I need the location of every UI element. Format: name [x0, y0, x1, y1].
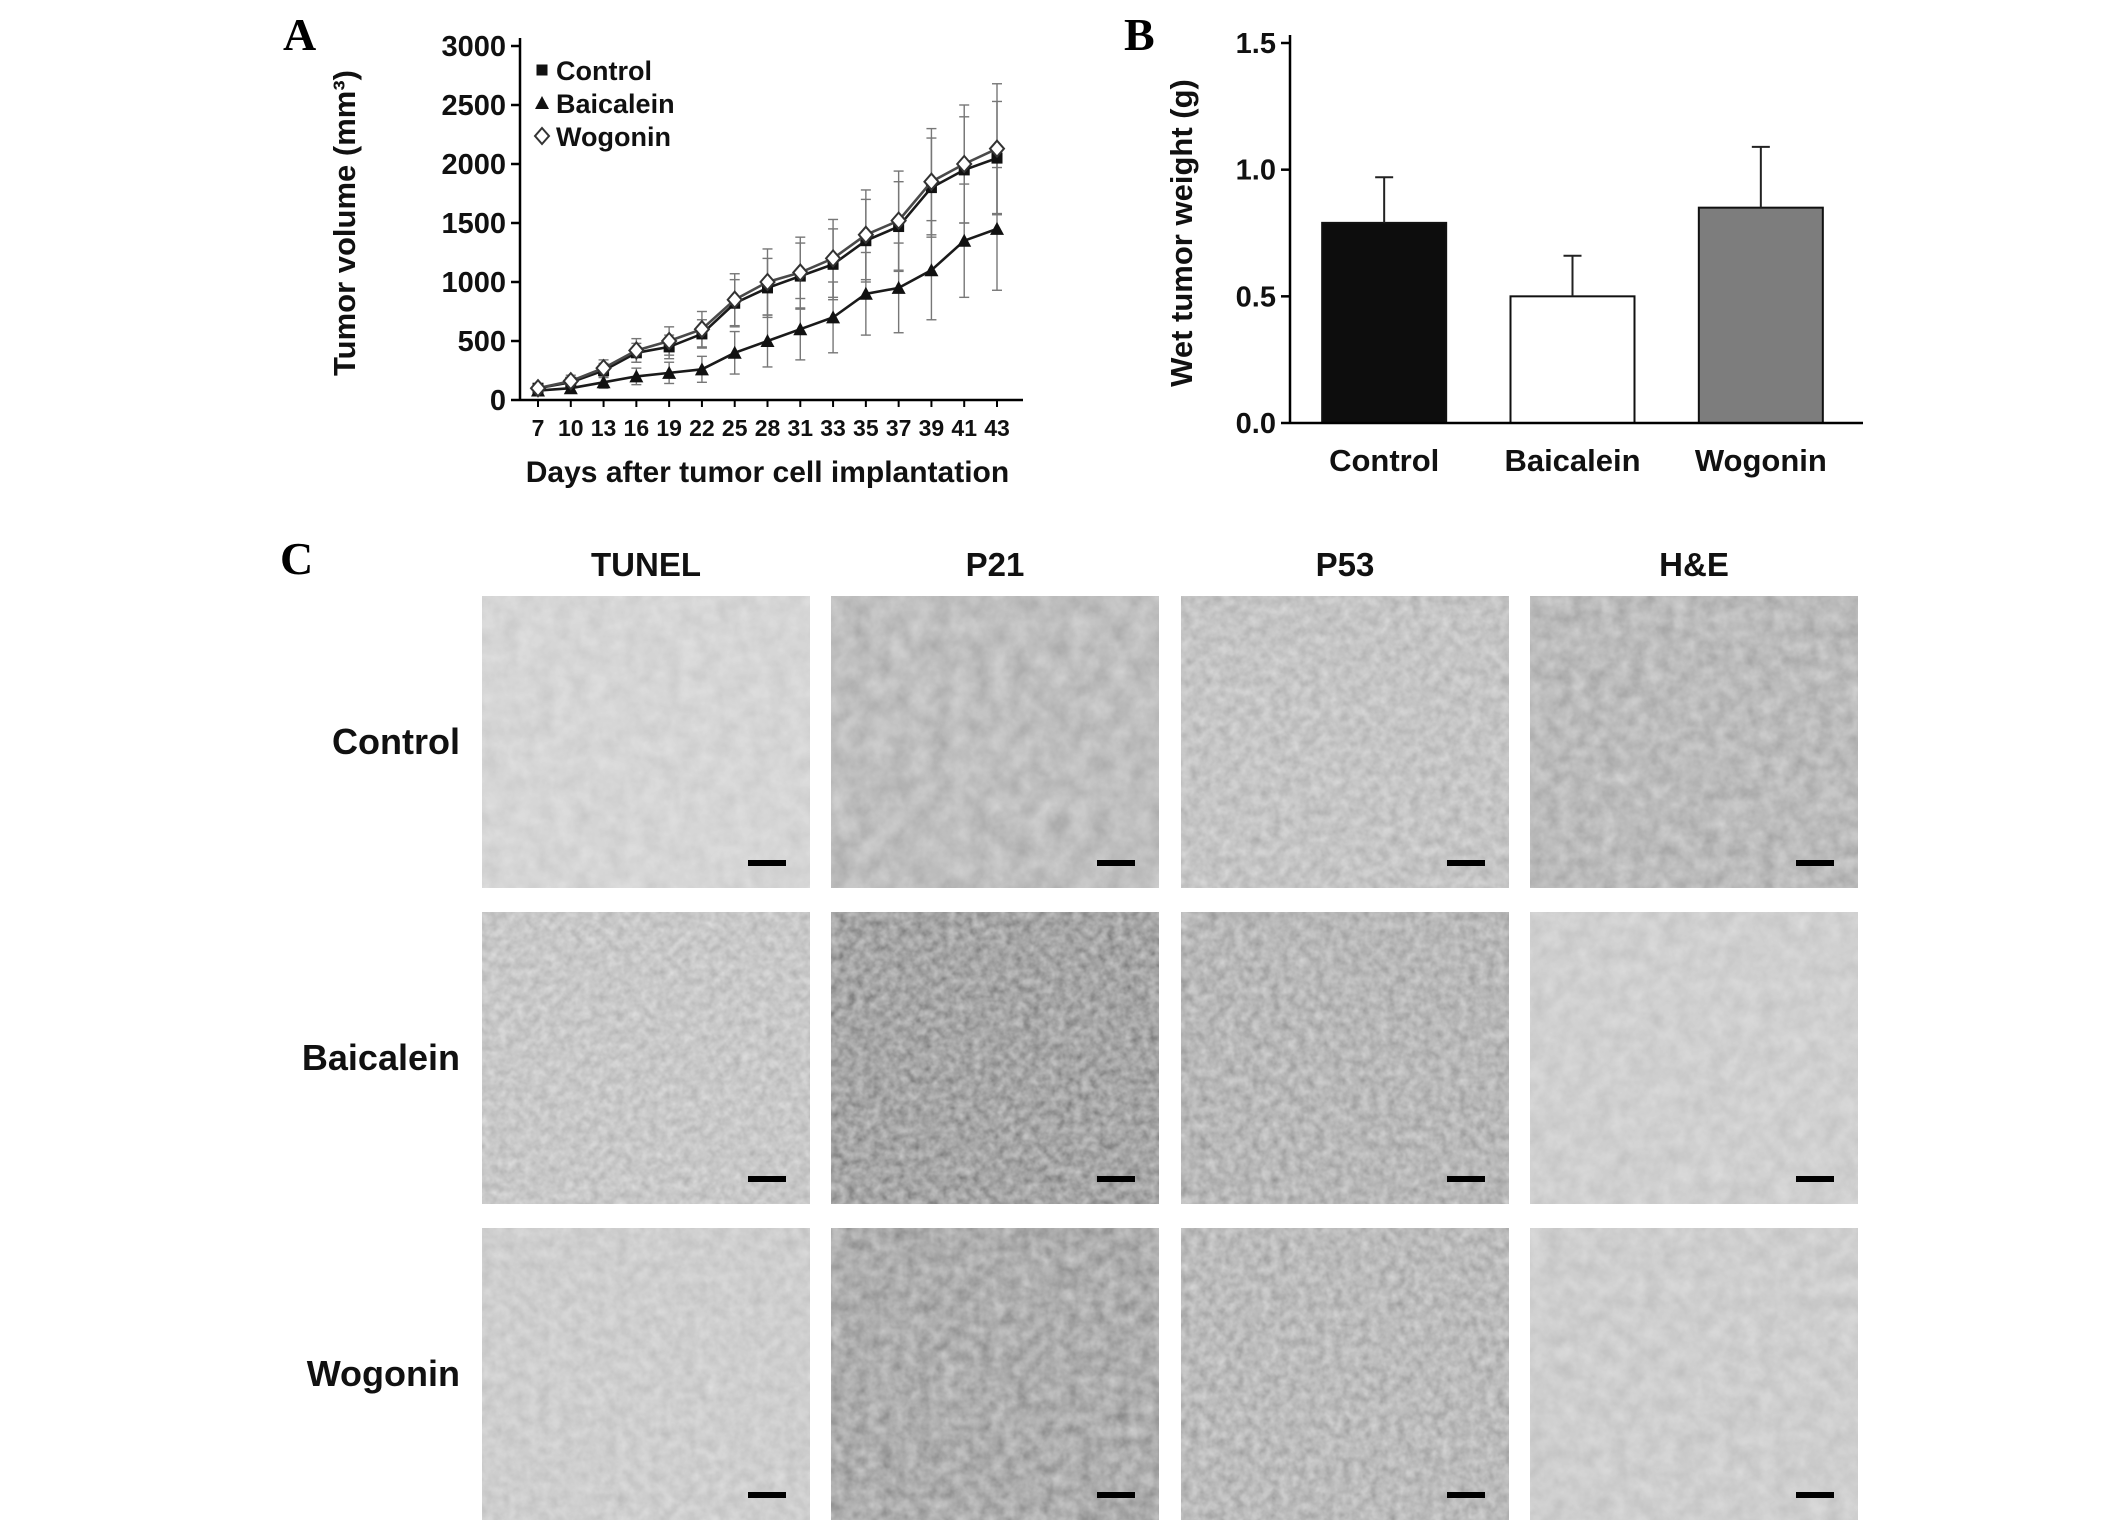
svg-text:31: 31 [787, 415, 813, 441]
svg-text:Wet tumor weight (g): Wet tumor weight (g) [1164, 79, 1199, 387]
column-header-tunel: TUNEL [591, 546, 701, 583]
svg-text:33: 33 [820, 415, 846, 441]
panel-b-label: B [1124, 9, 1155, 60]
micrograph-tunel-control [482, 596, 810, 888]
svg-text:Tumor volume (mm³): Tumor volume (mm³) [327, 70, 362, 376]
svg-text:Wogonin: Wogonin [1695, 443, 1827, 478]
svg-text:37: 37 [886, 415, 912, 441]
svg-text:1000: 1000 [441, 267, 506, 299]
column-header-p21: P21 [965, 546, 1025, 583]
svg-text:35: 35 [853, 415, 879, 441]
micrograph-he-baicalein [1530, 912, 1858, 1204]
svg-text:41: 41 [951, 415, 977, 441]
micrograph-p53-baicalein [1181, 912, 1509, 1204]
svg-text:1.0: 1.0 [1236, 155, 1276, 187]
svg-text:1.5: 1.5 [1236, 28, 1276, 60]
svg-text:16: 16 [624, 415, 650, 441]
micrograph-p21-control [831, 596, 1159, 888]
row-label-control: Control [332, 721, 460, 762]
svg-text:10: 10 [558, 415, 584, 441]
svg-text:1500: 1500 [441, 208, 506, 240]
row-label-wogonin: Wogonin [306, 1353, 460, 1394]
row-label-baicalein: Baicalein [301, 1037, 460, 1078]
svg-text:3000: 3000 [441, 31, 506, 63]
column-header-p53: P53 [1315, 546, 1375, 583]
svg-text:19: 19 [656, 415, 682, 441]
svg-text:39: 39 [919, 415, 945, 441]
svg-text:2000: 2000 [441, 149, 506, 181]
svg-text:43: 43 [984, 415, 1010, 441]
svg-text:Wogonin: Wogonin [556, 122, 671, 152]
panel-c-label: C [280, 533, 314, 584]
svg-text:7: 7 [532, 415, 545, 441]
svg-text:Control: Control [1329, 443, 1439, 478]
svg-text:Control: Control [556, 56, 652, 86]
svg-text:0.0: 0.0 [1236, 408, 1276, 440]
micrograph-p21-baicalein [831, 912, 1159, 1204]
svg-text:Baicalein: Baicalein [556, 89, 675, 119]
svg-text:500: 500 [458, 326, 506, 358]
micrograph-p53-wogonin [1181, 1228, 1509, 1520]
wet-tumor-weight-bar-chart: Wet tumor weight (g) 0.0 0.5 1.0 1.5 Control B… [1164, 28, 1863, 478]
svg-text:25: 25 [722, 415, 748, 441]
tumor-volume-line-chart: Tumor volume (mm³) 0 500 1000 1500 2000 2500 30… [327, 31, 1023, 489]
micrograph-he-wogonin [1530, 1228, 1858, 1520]
svg-text:13: 13 [591, 415, 617, 441]
micrograph-p53-control [1181, 596, 1509, 888]
svg-text:22: 22 [689, 415, 715, 441]
panel-a-label: A [283, 9, 317, 60]
svg-text:2500: 2500 [441, 90, 506, 122]
micrograph-tunel-wogonin [482, 1228, 810, 1520]
micrograph-p21-wogonin [831, 1228, 1159, 1520]
svg-text:28: 28 [755, 415, 781, 441]
svg-text:0.5: 0.5 [1236, 281, 1276, 313]
svg-text:Days after tumor cell implanta: Days after tumor cell implantation [526, 456, 1009, 489]
svg-text:0: 0 [490, 385, 506, 417]
micrograph-he-control [1530, 596, 1858, 888]
column-header-he: H&E [1659, 546, 1729, 583]
svg-text:Baicalein: Baicalein [1504, 443, 1640, 478]
micrograph-tunel-baicalein [482, 912, 810, 1204]
